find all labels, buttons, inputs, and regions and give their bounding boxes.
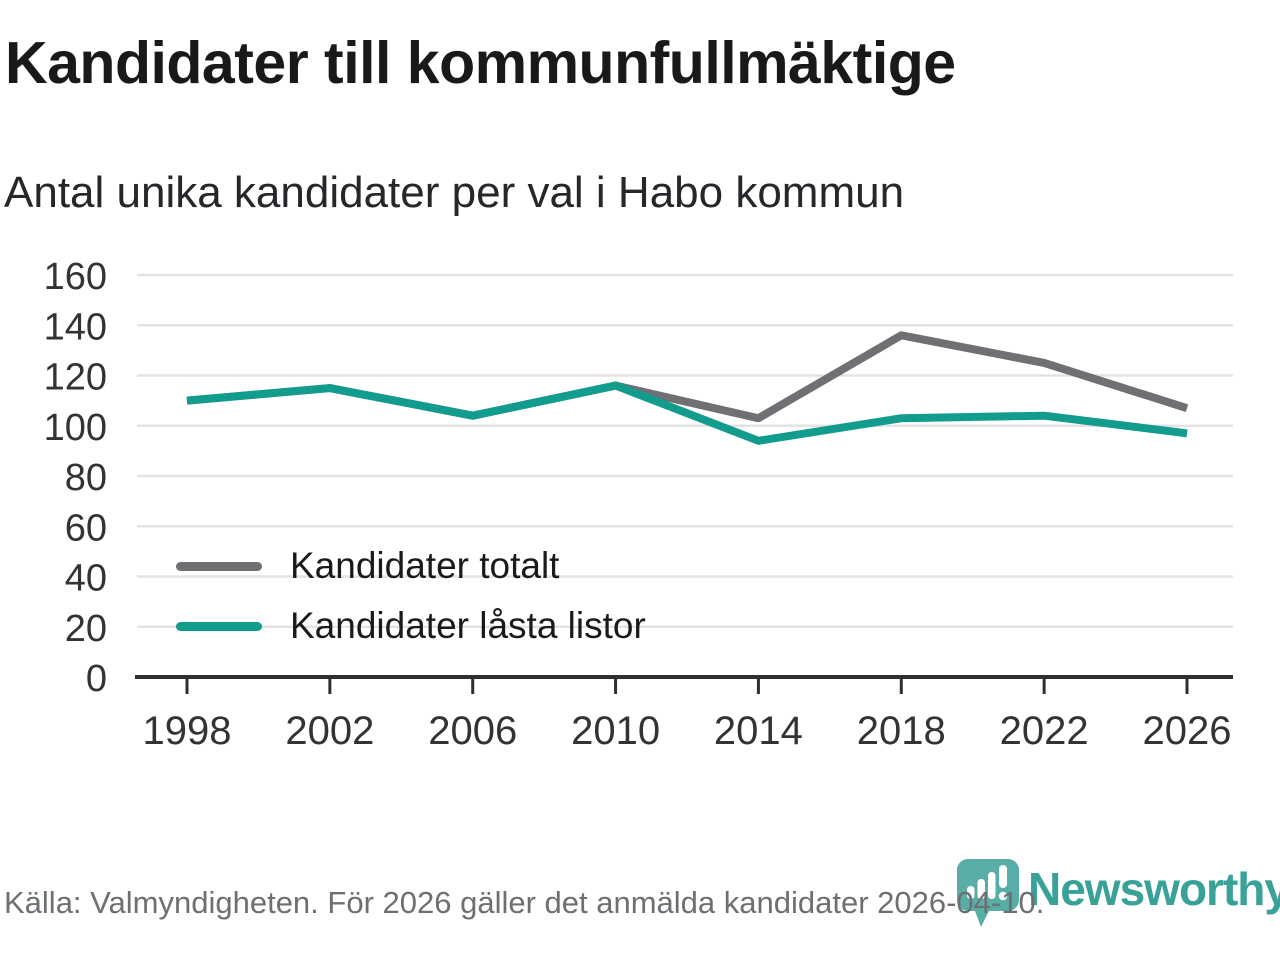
- y-tick-label: 60: [65, 507, 107, 549]
- y-tick-label: 120: [44, 357, 107, 399]
- legend-item: Kandidater totalt: [176, 536, 646, 596]
- x-tick-label: 2026: [1143, 709, 1232, 753]
- legend-label: Kandidater låsta listor: [290, 605, 646, 646]
- y-tick-label: 0: [86, 658, 107, 700]
- y-tick-label: 140: [44, 306, 107, 348]
- chart-legend: Kandidater totalt Kandidater låsta listor: [176, 536, 646, 656]
- y-tick-label: 20: [65, 608, 107, 650]
- x-tick-label: 2006: [428, 709, 517, 753]
- chart-subtitle: Antal unika kandidater per val i Habo ko…: [4, 168, 905, 217]
- x-tick-label: 2018: [857, 709, 946, 753]
- legend-swatch: [176, 561, 262, 571]
- x-tick-label: 2014: [714, 709, 803, 753]
- newsworthy-pin-barchart-icon: [957, 859, 1019, 927]
- y-tick-label: 100: [44, 407, 107, 449]
- y-axis-labels: 0 20 40 60 80 100 120 140 160: [44, 256, 107, 700]
- x-tick-label: 2010: [571, 709, 660, 753]
- series-line: [186, 331, 1189, 423]
- legend-item: Kandidater låsta listor: [176, 596, 646, 656]
- page-title: Kandidater till kommunfullmäktige: [5, 30, 956, 96]
- gridlines: [137, 273, 1233, 628]
- newsworthy-wordmark: Newsworthy: [1028, 863, 1280, 915]
- x-tick-label: 2002: [285, 709, 374, 753]
- x-axis: 1998 2002 2006 2010 2014 2018 2022 2026: [135, 675, 1233, 753]
- y-tick-label: 40: [65, 558, 107, 600]
- x-tick-label: 2022: [1000, 709, 1089, 753]
- series-lines: [186, 331, 1189, 445]
- newsworthy-logo: Newsworthy: [956, 858, 1280, 932]
- y-tick-label: 160: [44, 256, 107, 298]
- x-tick-label: 1998: [143, 709, 232, 753]
- y-tick-label: 80: [65, 457, 107, 499]
- series-line: [186, 381, 1188, 445]
- legend-swatch: [176, 621, 262, 631]
- source-note: Källa: Valmyndigheten. För 2026 gäller d…: [4, 885, 1045, 920]
- legend-label: Kandidater totalt: [290, 545, 560, 586]
